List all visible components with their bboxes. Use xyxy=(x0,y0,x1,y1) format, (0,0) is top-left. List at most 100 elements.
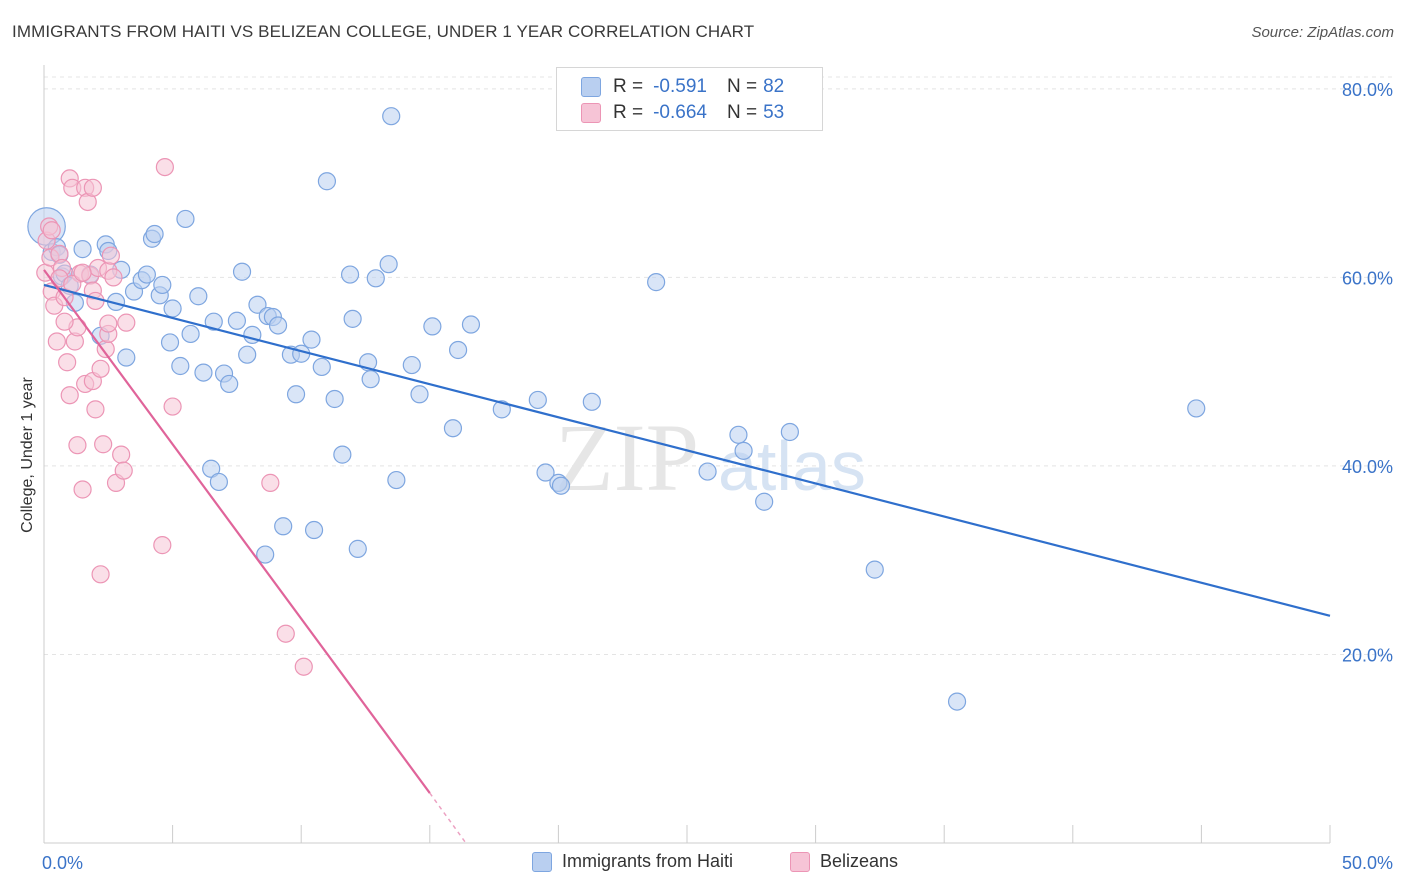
n-label: N = xyxy=(726,102,758,123)
haiti-point xyxy=(227,311,246,330)
haiti-trend-line xyxy=(43,283,1331,617)
haiti-point xyxy=(402,355,421,375)
haiti-point xyxy=(492,400,511,419)
legend-label-haiti: Immigrants from Haiti xyxy=(562,851,734,871)
belizeans-point xyxy=(155,157,174,177)
haiti-point xyxy=(204,312,223,331)
belizeans-point xyxy=(83,178,102,197)
tick-labels: 20.0% 40.0% 60.0% 80.0% 0.0% 50.0% xyxy=(42,80,1393,873)
haiti-point xyxy=(780,422,799,442)
trend-lines xyxy=(43,269,1331,844)
series-legend: Immigrants from Haiti Belizeans xyxy=(0,851,1406,877)
r-value-haiti: -0.591 xyxy=(653,76,707,97)
haiti-point xyxy=(443,419,463,438)
haiti-point xyxy=(528,390,547,410)
stats-row-belizeans: R = -0.664 N = 53 xyxy=(557,100,790,126)
haiti-point xyxy=(734,441,753,460)
haiti-point xyxy=(379,255,398,274)
haiti-point xyxy=(698,462,717,481)
haiti-point xyxy=(340,265,360,284)
haiti-point xyxy=(423,317,442,336)
belizeans-point xyxy=(261,473,280,492)
haiti-point xyxy=(181,324,200,344)
belizeans-point xyxy=(117,313,136,332)
legend-swatch-haiti xyxy=(532,851,552,872)
belizeans-point xyxy=(86,291,105,311)
haiti-point xyxy=(729,425,748,444)
stats-legend: R = -0.591 N = 82 R = -0.664 N = 53 xyxy=(556,67,823,131)
haiti-point xyxy=(348,539,367,558)
belizeans-point xyxy=(55,312,74,331)
haiti-point xyxy=(163,299,182,318)
belizeans-point xyxy=(58,353,77,372)
haiti-point xyxy=(153,275,172,295)
haiti-point xyxy=(238,345,257,364)
belizeans-trend-line xyxy=(43,269,431,794)
belizeans-point xyxy=(47,332,66,351)
chart-title: IMMIGRANTS FROM HAITI VS BELIZEAN COLLEG… xyxy=(12,22,755,41)
haiti-point xyxy=(209,472,228,492)
source-label: Source: ZipAtlas.com xyxy=(1251,24,1394,41)
r-label: R = xyxy=(613,102,644,123)
haiti-point xyxy=(171,356,190,376)
y-tick-label: 80.0% xyxy=(1342,80,1393,100)
y-tick-label: 60.0% xyxy=(1342,268,1393,288)
haiti-point xyxy=(302,330,321,349)
haiti-point xyxy=(268,316,288,335)
haiti-point xyxy=(865,560,884,579)
haiti-point xyxy=(448,340,468,360)
belizeans-point xyxy=(68,436,87,455)
haiti-point xyxy=(317,172,337,191)
legend-item-haiti[interactable]: Immigrants from Haiti xyxy=(532,851,733,872)
haiti-point xyxy=(551,476,571,495)
belizeans-point xyxy=(163,397,182,416)
haiti-point xyxy=(410,385,429,404)
n-value-haiti: 82 xyxy=(763,76,785,97)
haiti-point xyxy=(232,262,252,281)
haiti-point xyxy=(325,389,344,409)
belizeans-point xyxy=(73,480,92,499)
belizeans-point xyxy=(153,536,172,555)
haiti-point xyxy=(343,309,362,328)
haiti-point xyxy=(947,692,967,711)
y-tick-label: 40.0% xyxy=(1342,457,1393,477)
haiti-point xyxy=(755,492,774,511)
y-axis-label: College, Under 1 year xyxy=(19,377,36,533)
haiti-point xyxy=(582,392,601,411)
belizeans-point xyxy=(99,314,118,333)
haiti-point xyxy=(286,385,306,404)
swatch-haiti xyxy=(581,77,601,97)
legend-swatch-belizeans xyxy=(790,851,810,872)
series-belizeans-points xyxy=(36,157,313,676)
belizeans-point xyxy=(73,263,92,282)
axes xyxy=(43,65,1331,844)
haiti-point xyxy=(194,363,213,382)
haiti-point xyxy=(117,348,136,367)
watermark-zip: ZIP xyxy=(555,404,699,511)
belizeans-point xyxy=(91,359,110,378)
haiti-point xyxy=(1187,399,1206,418)
haiti-point xyxy=(304,520,324,540)
haiti-point xyxy=(387,470,406,490)
haiti-point xyxy=(137,265,156,284)
r-label: R = xyxy=(613,76,644,97)
haiti-point xyxy=(248,295,267,314)
legend-item-belizeans[interactable]: Belizeans xyxy=(790,851,898,872)
belizeans-point xyxy=(112,445,131,464)
haiti-point xyxy=(73,240,92,259)
belizeans-trend-extension xyxy=(429,792,467,844)
belizeans-point xyxy=(114,461,133,480)
haiti-point xyxy=(256,545,275,564)
r-value-belizeans: -0.664 xyxy=(653,102,707,123)
haiti-point xyxy=(333,445,352,464)
belizeans-point xyxy=(104,268,123,287)
haiti-point xyxy=(382,107,401,126)
belizeans-point xyxy=(294,657,313,676)
n-label: N = xyxy=(726,76,758,97)
haiti-point xyxy=(145,224,164,244)
haiti-point xyxy=(220,374,239,394)
haiti-point xyxy=(160,333,180,352)
stats-row-haiti: R = -0.591 N = 82 xyxy=(557,74,790,100)
belizeans-point xyxy=(86,400,105,419)
